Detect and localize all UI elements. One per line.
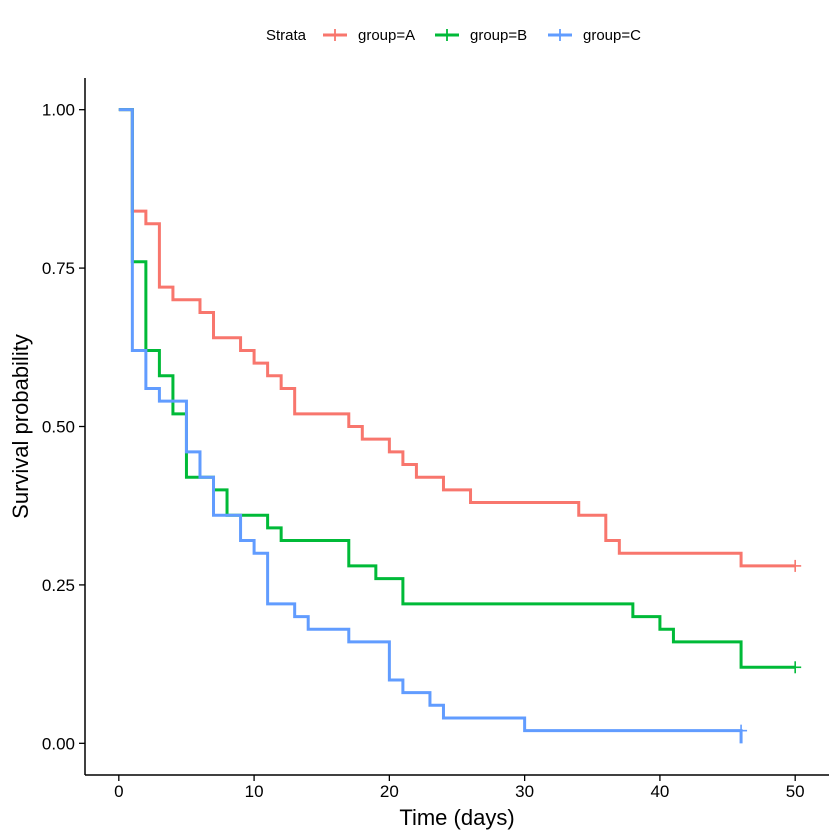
- censor-mark-group-c: [735, 724, 748, 737]
- x-tick-label: 0: [114, 782, 123, 801]
- legend-key-group-b: [435, 29, 459, 41]
- censor-mark-group-a: [789, 559, 802, 572]
- legend-label-group-b: group=B: [470, 27, 527, 44]
- y-tick-label: 0.25: [42, 576, 75, 595]
- legend-title: Strata: [266, 27, 307, 44]
- axes: 0 10 20 30 40 50 0.00 0.25 0.50 0.75 1.00: [42, 78, 829, 801]
- legend-label-group-c: group=C: [583, 27, 641, 44]
- x-tick-label: 20: [380, 782, 399, 801]
- survival-curve-group-c: [118, 108, 743, 744]
- legend: Strata group=A group=B group=C: [266, 27, 641, 44]
- survival-curve-group-a: [118, 108, 796, 568]
- x-tick-label: 50: [786, 782, 805, 801]
- y-axis-title: Survival probability: [8, 334, 33, 519]
- x-tick-label: 30: [515, 782, 534, 801]
- y-tick-label: 1.00: [42, 101, 75, 120]
- y-tick-label: 0.75: [42, 259, 75, 278]
- x-tick-label: 40: [650, 782, 669, 801]
- legend-key-group-a: [323, 29, 347, 41]
- x-axis-title: Time (days): [399, 805, 514, 830]
- x-tick-label: 10: [245, 782, 264, 801]
- plot-area: [118, 108, 802, 744]
- legend-label-group-a: group=A: [358, 27, 415, 44]
- survival-curve-group-b: [118, 108, 796, 669]
- y-tick-label: 0.00: [42, 734, 75, 753]
- legend-key-group-c: [548, 29, 572, 41]
- censor-mark-group-b: [789, 661, 802, 674]
- y-tick-label: 0.50: [42, 418, 75, 437]
